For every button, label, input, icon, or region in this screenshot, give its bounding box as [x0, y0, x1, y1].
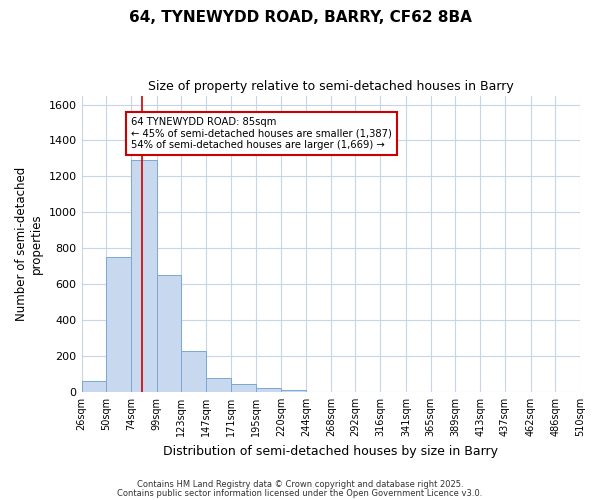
Y-axis label: Number of semi-detached
properties: Number of semi-detached properties	[15, 166, 43, 321]
Text: Contains HM Land Registry data © Crown copyright and database right 2025.: Contains HM Land Registry data © Crown c…	[137, 480, 463, 489]
Bar	[206, 378, 231, 392]
Bar	[256, 388, 281, 392]
Text: 64, TYNEWYDD ROAD, BARRY, CF62 8BA: 64, TYNEWYDD ROAD, BARRY, CF62 8BA	[128, 10, 472, 25]
Title: Size of property relative to semi-detached houses in Barry: Size of property relative to semi-detach…	[148, 80, 514, 93]
Bar	[157, 275, 181, 392]
Bar	[281, 390, 306, 392]
Text: Contains public sector information licensed under the Open Government Licence v3: Contains public sector information licen…	[118, 488, 482, 498]
Text: 64 TYNEWYDD ROAD: 85sqm
← 45% of semi-detached houses are smaller (1,387)
54% of: 64 TYNEWYDD ROAD: 85sqm ← 45% of semi-de…	[131, 117, 392, 150]
Bar	[106, 257, 131, 392]
Bar	[231, 384, 256, 392]
Bar	[131, 160, 157, 392]
X-axis label: Distribution of semi-detached houses by size in Barry: Distribution of semi-detached houses by …	[163, 444, 498, 458]
Bar	[82, 381, 106, 392]
Bar	[181, 350, 206, 392]
